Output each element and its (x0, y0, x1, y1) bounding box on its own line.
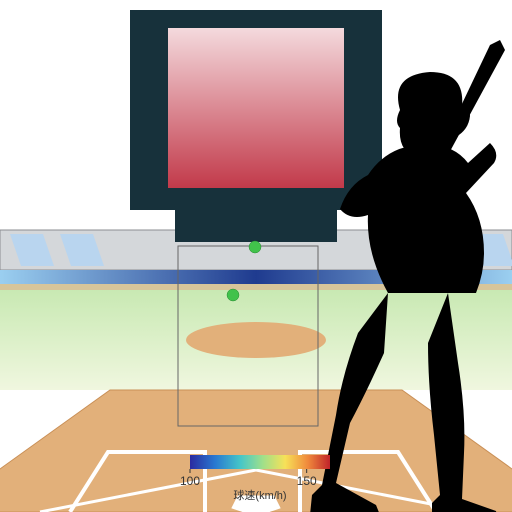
colorbar-tick-label: 100 (180, 474, 200, 488)
pitchers-mound (186, 322, 326, 358)
colorbar-title: 球速(km/h) (233, 488, 286, 502)
scoreboard-screen (168, 28, 344, 188)
pitch-marker (227, 289, 239, 301)
pitch-location-chart: 100 150 球速(km/h) (0, 0, 512, 512)
pitch-marker (249, 241, 261, 253)
scoreboard-stem (175, 210, 337, 242)
colorbar-tick-label: 150 (297, 474, 317, 488)
velocity-colorbar (190, 455, 330, 469)
chart-svg: 100 150 球速(km/h) (0, 0, 512, 512)
